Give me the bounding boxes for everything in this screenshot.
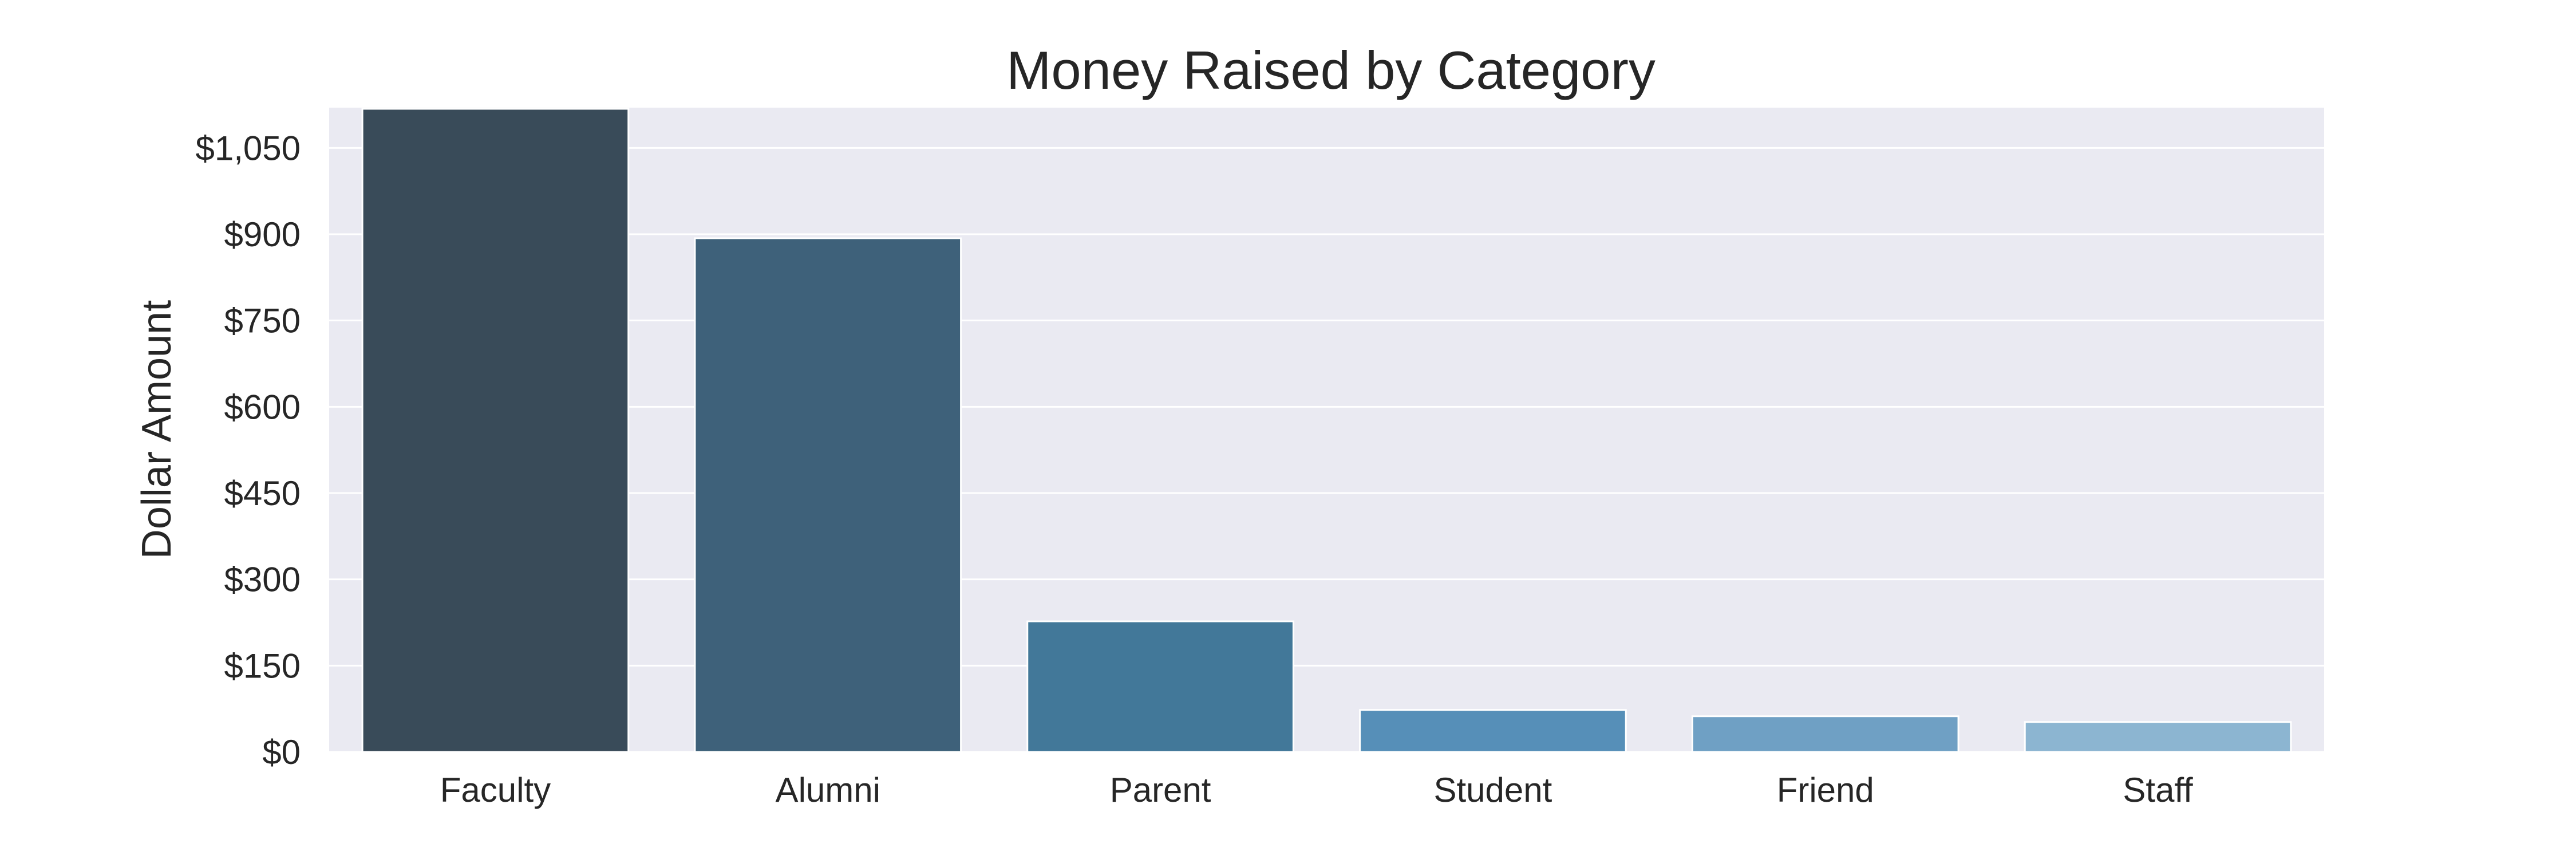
y-axis-ticks: $0 $150 $300 $450 $600 $750 $900 $1,050 (195, 129, 301, 771)
y-tick-label: $750 (224, 302, 301, 340)
bar-faculty (362, 109, 629, 752)
bar-student (1360, 710, 1626, 752)
y-tick-label: $600 (224, 388, 301, 426)
y-tick-label: $300 (224, 561, 301, 599)
bar-staff (2025, 722, 2291, 752)
x-tick-label: Alumni (776, 771, 880, 809)
x-tick-label: Friend (1777, 771, 1874, 809)
x-tick-label: Student (1433, 771, 1552, 809)
bar-friend (1692, 716, 1958, 752)
x-tick-label: Staff (2123, 771, 2193, 809)
x-tick-label: Faculty (440, 771, 551, 809)
y-tick-label: $150 (224, 647, 301, 685)
y-tick-label: $1,050 (195, 129, 301, 167)
y-tick-label: $0 (262, 733, 301, 771)
y-axis-label: Dollar Amount (134, 300, 180, 559)
x-tick-label: Parent (1110, 771, 1211, 809)
chart-title: Money Raised by Category (1006, 40, 1656, 100)
y-tick-label: $450 (224, 474, 301, 513)
bar-alumni (695, 238, 961, 752)
x-axis-ticks: Faculty Alumni Parent Student Friend Staff (440, 771, 2193, 809)
y-tick-label: $900 (224, 215, 301, 254)
bar-parent (1028, 621, 1294, 752)
